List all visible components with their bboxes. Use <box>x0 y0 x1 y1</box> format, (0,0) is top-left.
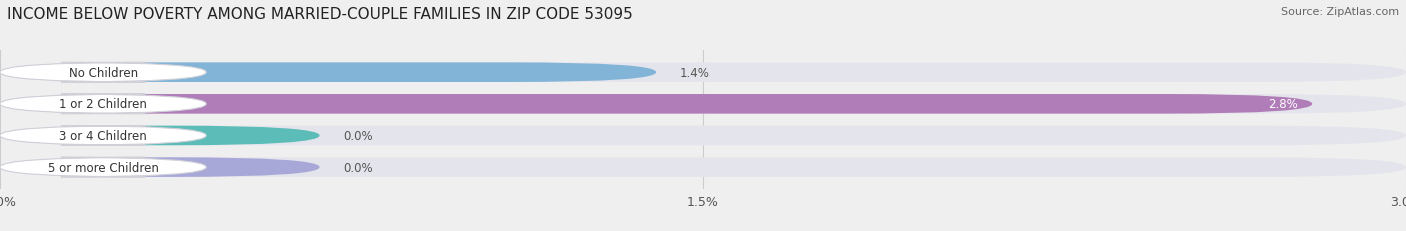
Text: 1 or 2 Children: 1 or 2 Children <box>59 98 148 111</box>
Text: Source: ZipAtlas.com: Source: ZipAtlas.com <box>1281 7 1399 17</box>
FancyBboxPatch shape <box>0 63 1406 83</box>
FancyBboxPatch shape <box>0 63 657 83</box>
Text: INCOME BELOW POVERTY AMONG MARRIED-COUPLE FAMILIES IN ZIP CODE 53095: INCOME BELOW POVERTY AMONG MARRIED-COUPL… <box>7 7 633 22</box>
FancyBboxPatch shape <box>0 95 1406 114</box>
Text: 1.4%: 1.4% <box>679 66 710 79</box>
FancyBboxPatch shape <box>0 158 319 177</box>
FancyBboxPatch shape <box>0 126 207 146</box>
Text: 5 or more Children: 5 or more Children <box>48 161 159 174</box>
Text: 0.0%: 0.0% <box>343 129 373 142</box>
FancyBboxPatch shape <box>0 95 207 114</box>
FancyBboxPatch shape <box>0 158 1406 177</box>
Text: No Children: No Children <box>69 66 138 79</box>
FancyBboxPatch shape <box>0 95 1312 114</box>
FancyBboxPatch shape <box>0 158 207 177</box>
Text: 0.0%: 0.0% <box>343 161 373 174</box>
FancyBboxPatch shape <box>0 126 1406 146</box>
Text: 3 or 4 Children: 3 or 4 Children <box>59 129 148 142</box>
FancyBboxPatch shape <box>0 126 319 146</box>
FancyBboxPatch shape <box>0 63 207 83</box>
Text: 2.8%: 2.8% <box>1268 98 1298 111</box>
